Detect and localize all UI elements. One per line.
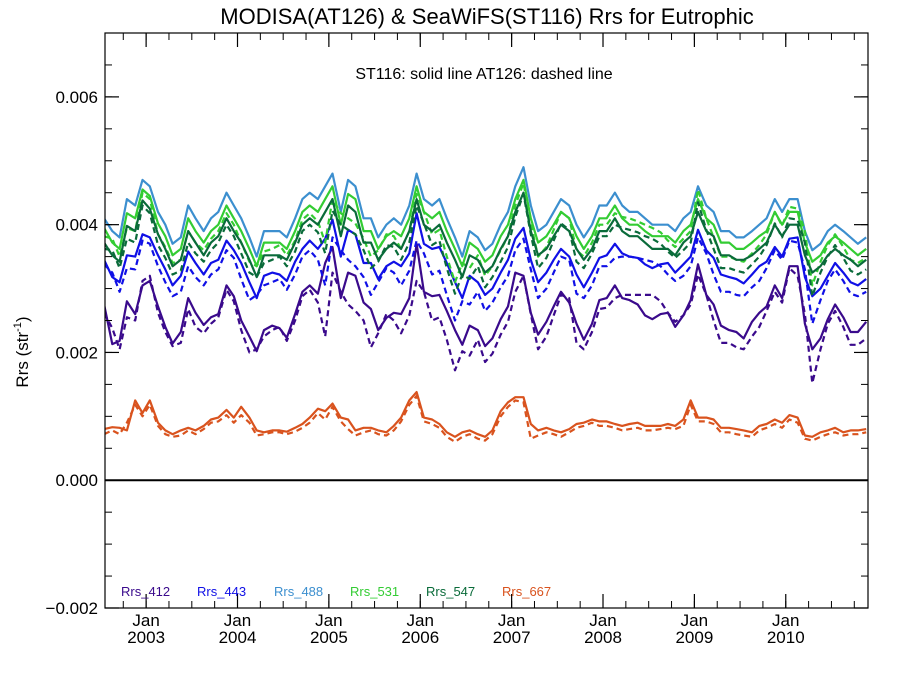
svg-text:Rrs (str-1): Rrs (str-1) — [12, 316, 32, 387]
x-tick-label-month: Jan — [132, 611, 159, 630]
legend-entry-rrs-412: Rrs_412 — [121, 584, 170, 599]
x-tick-label-month: Jan — [315, 611, 342, 630]
legend-entry-rrs-667: Rrs_667 — [502, 584, 551, 599]
y-tick-label: 0.006 — [55, 88, 98, 107]
line-style-annotation: ST116: solid line AT126: dashed line — [355, 66, 612, 83]
x-tick-label-month: Jan — [681, 611, 708, 630]
plot-area: −0.0020.0000.0020.0040.006Jan2003Jan2004… — [46, 32, 869, 647]
x-tick-label-year: 2004 — [219, 628, 257, 647]
chart-title: MODISA(AT126) & SeaWiFS(ST116) Rrs for E… — [220, 4, 753, 29]
x-tick-label-month: Jan — [224, 611, 251, 630]
y-axis-label: Rrs (str-1) — [12, 316, 32, 387]
x-tick-label-month: Jan — [498, 611, 525, 630]
series-line-rrs-667-st116 — [105, 391, 867, 438]
y-axis-label-text: Rrs (str — [13, 332, 32, 388]
series-line-rrs-443-st116 — [105, 212, 867, 300]
y-tick-label: 0.004 — [55, 216, 98, 235]
x-tick-label-year: 2007 — [493, 628, 531, 647]
x-tick-label-month: Jan — [589, 611, 616, 630]
y-tick-label: 0.002 — [55, 343, 98, 362]
series-line-rrs-547-st116 — [105, 191, 867, 279]
x-tick-label-year: 2003 — [127, 628, 165, 647]
y-tick-label: −0.002 — [46, 599, 98, 618]
legend-entry-rrs-547: Rrs_547 — [426, 584, 475, 599]
x-tick-label-year: 2006 — [401, 628, 439, 647]
series-line-rrs-412-at126 — [105, 267, 867, 385]
legend-entry-rrs-488: Rrs_488 — [274, 584, 323, 599]
y-tick-label: 0.000 — [55, 471, 98, 490]
x-tick-label-year: 2010 — [767, 628, 805, 647]
legend-entry-rrs-443: Rrs_443 — [197, 584, 246, 599]
series-line-rrs-412-st116 — [105, 242, 868, 353]
y-axis-label-superscript: -1 — [12, 322, 24, 332]
x-tick-label-month: Jan — [407, 611, 434, 630]
x-tick-label-year: 2005 — [310, 628, 348, 647]
series-line-rrs-488-st116 — [105, 166, 867, 258]
series-line-rrs-667-at126 — [105, 394, 867, 443]
series-line-rrs-547-at126 — [105, 192, 867, 298]
series-line-rrs-531-st116 — [105, 178, 867, 268]
legend-entry-rrs-531: Rrs_531 — [350, 584, 399, 599]
series-line-rrs-443-at126 — [105, 236, 867, 325]
x-tick-label-year: 2008 — [584, 628, 622, 647]
x-tick-label-year: 2009 — [675, 628, 713, 647]
y-axis-label-suffix: ) — [13, 316, 32, 322]
x-tick-label-month: Jan — [772, 611, 799, 630]
